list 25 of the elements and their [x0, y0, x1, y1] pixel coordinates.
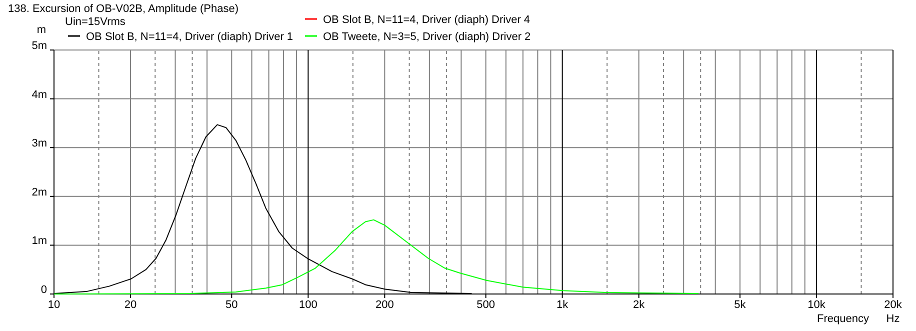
legend-label: OB Slot B, N=11=4, Driver (diaph) Driver 4: [323, 14, 530, 26]
x-tick-label: 200: [375, 299, 394, 311]
x-tick-label: 5k: [734, 299, 746, 311]
x-tick-label: 1k: [556, 299, 569, 311]
x-tick-label: 20k: [884, 299, 902, 311]
text: Uin=15Vrms: [65, 16, 126, 28]
x-tick-label: 10k: [808, 299, 826, 311]
legend-label: OB Slot B, N=11=4, Driver (diaph) Driver 1: [86, 31, 294, 43]
legend-label: OB Tweete, N=3=5, Driver (diaph) Driver 2: [323, 31, 531, 43]
x-tick-label: 50: [226, 299, 238, 311]
y-tick-label: 5m: [32, 40, 47, 52]
y-tick-label: 3m: [32, 138, 47, 150]
y-tick-label: 0: [40, 284, 47, 296]
y-tick-label: 2m: [32, 186, 47, 198]
text: Hz: [886, 313, 900, 325]
x-tick-label: 20: [124, 299, 137, 311]
chart-title: 138. Excursion of OB-V02B, Amplitude (Phase): [8, 3, 239, 15]
y-tick-label: 1m: [32, 235, 47, 248]
x-tick-label: 2k: [633, 299, 646, 311]
x-tick-label: 500: [476, 299, 495, 311]
x-tick-label: 100: [298, 299, 318, 311]
y-axis-title: m: [36, 24, 46, 36]
x-tick-label: 10: [48, 299, 60, 311]
y-tick-label: 4m: [32, 88, 47, 101]
x-axis-title: Frequency: [817, 313, 870, 325]
